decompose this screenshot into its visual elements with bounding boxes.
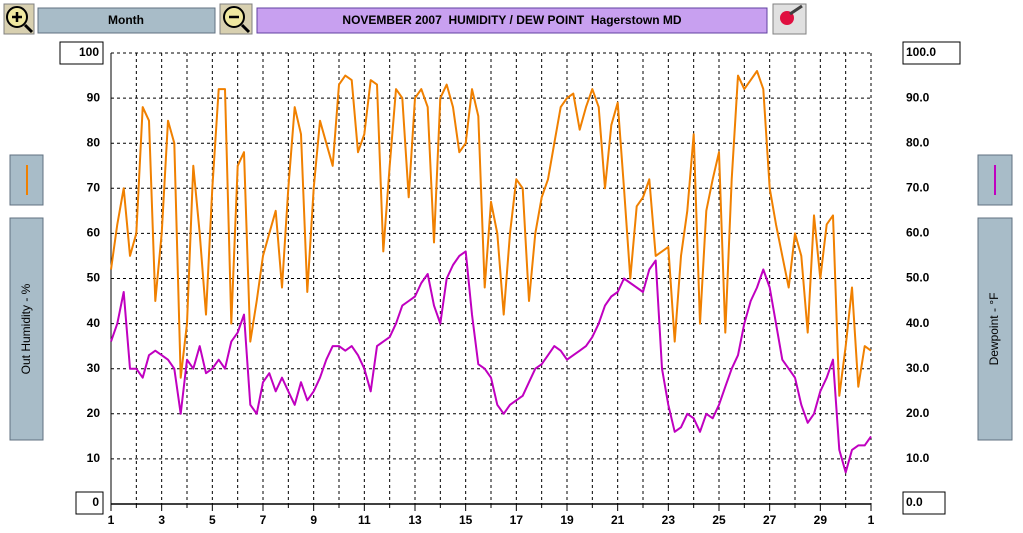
y-tick-label: 100 xyxy=(79,45,99,59)
y-min-box xyxy=(75,491,104,515)
y-tick-label: 0 xyxy=(92,495,99,509)
y2-tick-label: 30.0 xyxy=(906,361,930,375)
y2-tick-label: 10.0 xyxy=(906,451,930,465)
y2-tick-label: 60.0 xyxy=(906,226,930,240)
y2-tick-label: 40.0 xyxy=(906,316,930,330)
period-button[interactable] xyxy=(37,7,216,34)
x-tick-label: 19 xyxy=(560,513,574,527)
x-tick-label: 13 xyxy=(408,513,422,527)
y2-tick-label: 0.0 xyxy=(906,495,923,509)
y2-tick-label: 100.0 xyxy=(906,45,936,59)
x-tick-label: 9 xyxy=(310,513,317,527)
x-tick-label: 1 xyxy=(108,513,115,527)
zoom-out-button[interactable] xyxy=(219,3,253,35)
x-tick-label: 5 xyxy=(209,513,216,527)
x-tick-label: 21 xyxy=(611,513,625,527)
y2-max-box xyxy=(902,41,961,65)
y2-tick-label: 50.0 xyxy=(906,271,930,285)
y-label-box xyxy=(9,217,44,441)
x-tick-label: 27 xyxy=(763,513,777,527)
y2-tick-label: 80.0 xyxy=(906,135,930,149)
title-box xyxy=(256,7,768,34)
y2-min-box xyxy=(902,491,946,515)
y-axis-label: Out Humidity - % xyxy=(19,283,33,374)
x-tick-label: 11 xyxy=(358,513,371,527)
y2-label-box xyxy=(977,217,1013,441)
x-tick-label: 29 xyxy=(814,513,828,527)
x-tick-label: 25 xyxy=(712,513,726,527)
series-line xyxy=(110,70,872,397)
y-tick-label: 50 xyxy=(87,271,101,285)
y-tick-label: 80 xyxy=(87,135,101,149)
y-tick-label: 10 xyxy=(87,451,101,465)
period-label: Month xyxy=(108,13,144,27)
x-tick-label: 23 xyxy=(662,513,676,527)
x-tick-label: 15 xyxy=(459,513,473,527)
color-picker-button[interactable] xyxy=(772,3,807,35)
x-tick-label: 17 xyxy=(510,513,524,527)
y2-tick-label: 70.0 xyxy=(906,180,930,194)
series-line xyxy=(110,250,872,474)
y-tick-label: 20 xyxy=(87,406,101,420)
y-tick-label: 60 xyxy=(87,226,101,240)
y-tick-label: 30 xyxy=(87,361,101,375)
y2-axis-label: Dewpoint - °F xyxy=(987,293,1001,366)
y-tick-label: 90 xyxy=(87,90,101,104)
x-tick-label: 1 xyxy=(868,513,875,527)
y-tick-label: 40 xyxy=(87,316,101,330)
zoom-in-button[interactable] xyxy=(3,3,35,35)
y2-tick-label: 90.0 xyxy=(906,90,930,104)
y-max-box xyxy=(59,41,104,65)
y2-tick-label: 20.0 xyxy=(906,406,930,420)
chart-title: NOVEMBER 2007 HUMIDITY / DEW POINT Hager… xyxy=(342,13,681,27)
x-tick-label: 7 xyxy=(260,513,267,527)
x-tick-label: 3 xyxy=(158,513,165,527)
y-tick-label: 70 xyxy=(87,180,101,194)
